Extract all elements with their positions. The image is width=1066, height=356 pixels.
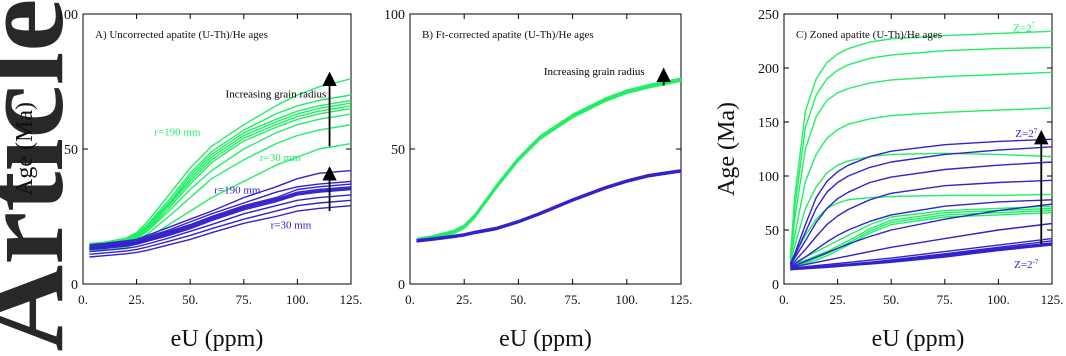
series-line-green-4 bbox=[416, 78, 682, 241]
x-axis-label: eU (ppm) bbox=[872, 326, 965, 352]
series-line-blue-14 bbox=[89, 187, 352, 250]
y-tick-label: 50 bbox=[64, 143, 78, 158]
series-line-blue-17 bbox=[89, 199, 352, 255]
y-tick-label: 50 bbox=[765, 224, 779, 239]
series-line-green-4 bbox=[789, 107, 1053, 261]
plot-frame bbox=[783, 13, 1053, 285]
series-line-blue-14 bbox=[789, 179, 1053, 267]
series-line-blue-12 bbox=[789, 146, 1053, 265]
series-line-green-6 bbox=[89, 107, 352, 250]
chart-panels: 0. 25. 50. 75. 100. 125. 0 50 100 A) Uncorrected … bbox=[12, 8, 1063, 352]
series-line-blue-16 bbox=[89, 194, 352, 253]
series-line-blue-11 bbox=[89, 180, 352, 247]
y-tick-label: 200 bbox=[758, 62, 779, 77]
x-tick-label: 100. bbox=[987, 292, 1010, 307]
chart-panel-1: 0. 25. 50. 75. 100. 125. 0 50 100 A) Uncorrected … bbox=[12, 8, 362, 352]
watermark-text: Article bbox=[0, 0, 88, 352]
series-line-blue-13 bbox=[789, 161, 1053, 265]
series-line-blue-11 bbox=[789, 138, 1053, 264]
series-line-blue-18 bbox=[790, 237, 1053, 269]
series-line-green-9 bbox=[89, 142, 352, 253]
series-line-green-6 bbox=[416, 80, 682, 242]
annotation-label: Increasing grain radius bbox=[226, 89, 327, 101]
x-tick-label: 125. bbox=[670, 292, 693, 307]
y-tick-label: 0 bbox=[71, 278, 78, 293]
series-line-blue-18 bbox=[89, 205, 352, 258]
annotation-label: r=30 mm bbox=[260, 152, 301, 164]
series-line-green-3 bbox=[789, 71, 1053, 260]
x-axis-label: eU (ppm) bbox=[171, 326, 264, 352]
plot-frame bbox=[409, 13, 682, 285]
x-tick-label: 75. bbox=[236, 292, 252, 307]
x-tick-label: 125. bbox=[340, 292, 363, 307]
x-axis-label: eU (ppm) bbox=[499, 326, 592, 352]
annotation-label: r=30 mm bbox=[271, 220, 312, 232]
annotation-label: r=190 mm bbox=[154, 127, 201, 139]
series-line-blue-15 bbox=[790, 199, 1053, 268]
y-tick-label: 250 bbox=[758, 8, 779, 23]
series-line-blue-16 bbox=[790, 203, 1053, 268]
x-tick-label: 25. bbox=[456, 292, 472, 307]
x-tick-label: 75. bbox=[564, 292, 580, 307]
series-line-green-1 bbox=[89, 78, 352, 245]
series-line-green-5 bbox=[416, 79, 682, 242]
y-tick-label: 100 bbox=[384, 8, 405, 23]
y-tick-label: 50 bbox=[391, 143, 405, 158]
series-line-blue-10 bbox=[89, 169, 352, 246]
series-line-green-2 bbox=[416, 77, 682, 240]
series-line-green-7 bbox=[89, 113, 352, 250]
x-tick-label: 0. bbox=[78, 292, 88, 307]
x-tick-label: 0. bbox=[405, 292, 415, 307]
y-tick-label: 0 bbox=[398, 278, 405, 293]
chart-panel-3: 0. 25. 50. 75. 100. 125. 0 50 100 150 200 250 C) Zon… bbox=[714, 8, 1063, 352]
y-tick-label: 0 bbox=[772, 278, 779, 293]
chart-title: B) Ft-corrected apatite (U-Th)/He ages bbox=[422, 29, 594, 41]
watermark: Article bbox=[0, 0, 88, 352]
series-line-green-1 bbox=[789, 30, 1053, 258]
annotation-label: Z=2-7 bbox=[1014, 258, 1039, 271]
chart-panel-2: 0. 25. 50. 75. 100. 125. 0 50 100 B) Ft-corrected… bbox=[384, 8, 692, 352]
series-line-green-1 bbox=[416, 77, 682, 240]
series-line-green-2 bbox=[89, 94, 352, 246]
series-line-blue-15 bbox=[89, 188, 352, 251]
series-line-green-10 bbox=[790, 212, 1053, 268]
x-tick-label: 50. bbox=[182, 292, 198, 307]
x-tick-label: 50. bbox=[510, 292, 526, 307]
series-line-green-3 bbox=[416, 78, 682, 241]
x-tick-label: 125. bbox=[1041, 292, 1064, 307]
annotation-label: Z=27 bbox=[1013, 21, 1035, 34]
series-line-blue-13 bbox=[89, 186, 352, 250]
x-tick-label: 100. bbox=[286, 292, 309, 307]
chart-title: A) Uncorrected apatite (U-Th)/He ages bbox=[95, 29, 268, 41]
series-line-green-8 bbox=[790, 207, 1053, 267]
y-tick-label: 100 bbox=[57, 8, 78, 23]
series-line-blue-12 bbox=[416, 171, 682, 243]
chart-title: C) Zoned apatite (U-Th)/He ages bbox=[796, 29, 942, 41]
series-line-blue-12 bbox=[89, 183, 352, 249]
series-line-green-7 bbox=[416, 80, 682, 243]
y-tick-label: 150 bbox=[758, 116, 779, 131]
x-tick-label: 75. bbox=[937, 292, 953, 307]
x-tick-label: 25. bbox=[829, 292, 845, 307]
y-tick-label: 100 bbox=[758, 170, 779, 185]
series-line-green-2 bbox=[789, 46, 1053, 259]
x-tick-label: 0. bbox=[779, 292, 789, 307]
series-line-blue-17 bbox=[790, 222, 1053, 269]
x-tick-label: 100. bbox=[615, 292, 638, 307]
x-tick-label: 50. bbox=[883, 292, 899, 307]
annotation-label: Z=27 bbox=[1015, 127, 1037, 140]
annotation-label: r=190 mm bbox=[214, 185, 261, 197]
x-tick-label: 25. bbox=[128, 292, 144, 307]
annotation-label: Increasing grain radius bbox=[544, 66, 645, 78]
y-axis-label: Age (Ma) bbox=[714, 102, 740, 196]
y-axis-label: Age (Ma) bbox=[12, 102, 38, 196]
series-line-blue-22 bbox=[790, 244, 1053, 271]
series-line-green-6 bbox=[789, 193, 1053, 263]
